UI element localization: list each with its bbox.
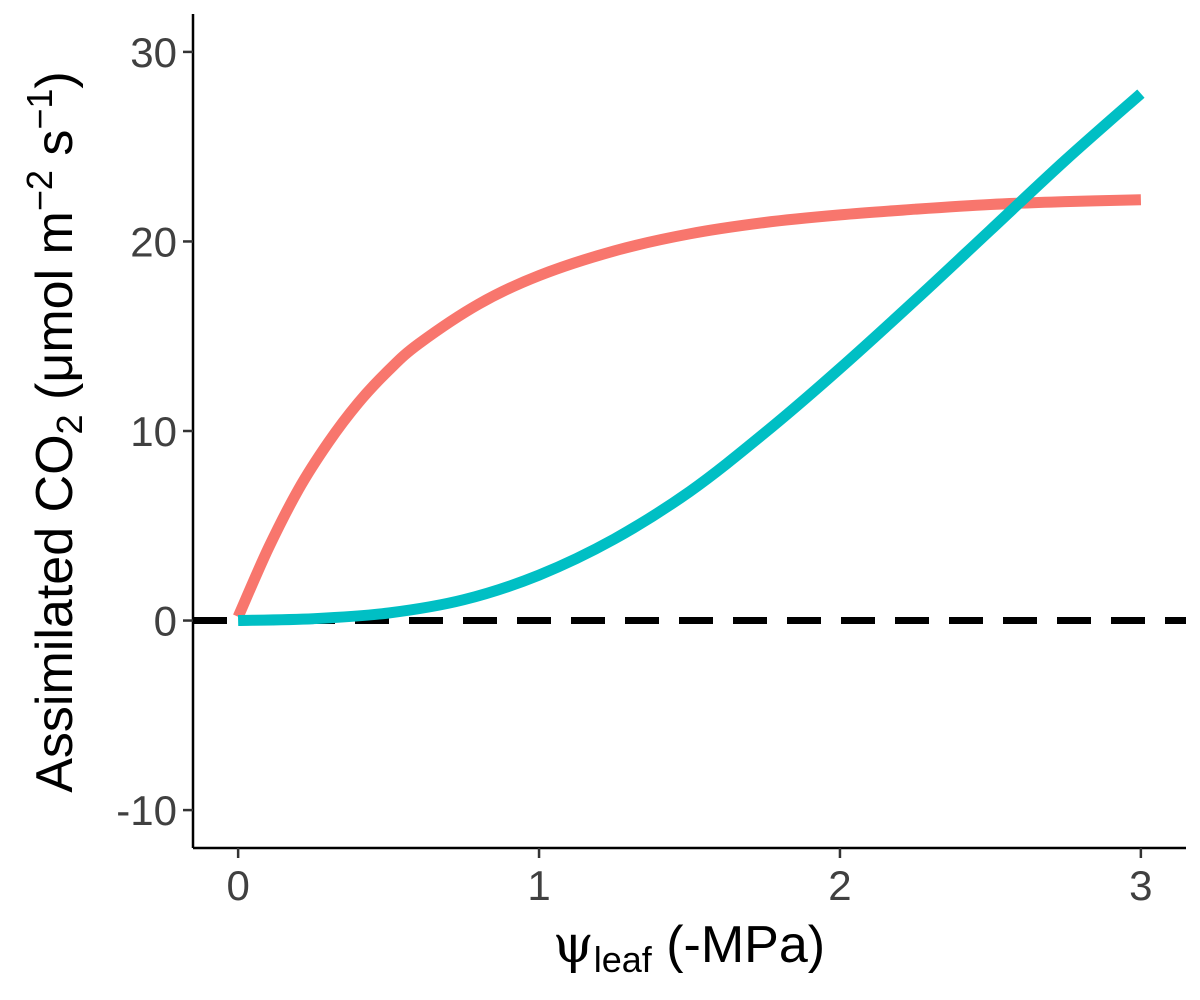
x-tick-label: 2	[828, 862, 851, 909]
y-tick-label: 30	[130, 29, 177, 76]
y-axis-title-part: Assimilated CO	[26, 434, 84, 792]
y-tick-label: 20	[130, 218, 177, 265]
y-tick-label: 0	[154, 598, 177, 645]
y-axis-title-subscript: 2	[49, 414, 90, 434]
series-line-1	[233, 194, 1142, 620]
y-axis-title-part: (μmol m	[26, 211, 84, 414]
y-tick-label: 10	[130, 408, 177, 455]
y-axis-title: Assimilated CO2 (μmol m−2 s−1)	[19, 71, 90, 793]
y-tick-label: -10	[116, 787, 177, 834]
x-axis-unit: (-MPa)	[652, 916, 825, 974]
plot-area	[193, 89, 1186, 626]
x-tick-label: 1	[527, 862, 550, 909]
series-line-2	[237, 89, 1145, 626]
axes: -10 0 10 20 30 0 1 2 3	[116, 14, 1186, 909]
x-axis-title: ψleaf (-MPa)	[553, 915, 825, 980]
x-axis-symbol: ψ	[553, 915, 594, 975]
x-tick-label: 3	[1129, 862, 1152, 909]
y-axis-title-superscript: −2	[19, 170, 60, 211]
y-axis-title-superscript: −1	[19, 89, 60, 130]
x-axis-subscript: leaf	[594, 939, 653, 980]
x-tick-label: 0	[226, 862, 249, 909]
y-axis-title-part: s	[26, 130, 84, 170]
y-axis-title-part: )	[26, 71, 84, 88]
